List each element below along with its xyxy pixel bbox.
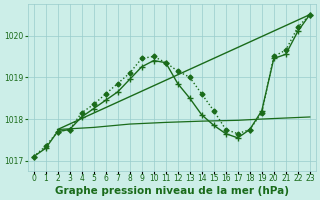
X-axis label: Graphe pression niveau de la mer (hPa): Graphe pression niveau de la mer (hPa) — [55, 186, 289, 196]
